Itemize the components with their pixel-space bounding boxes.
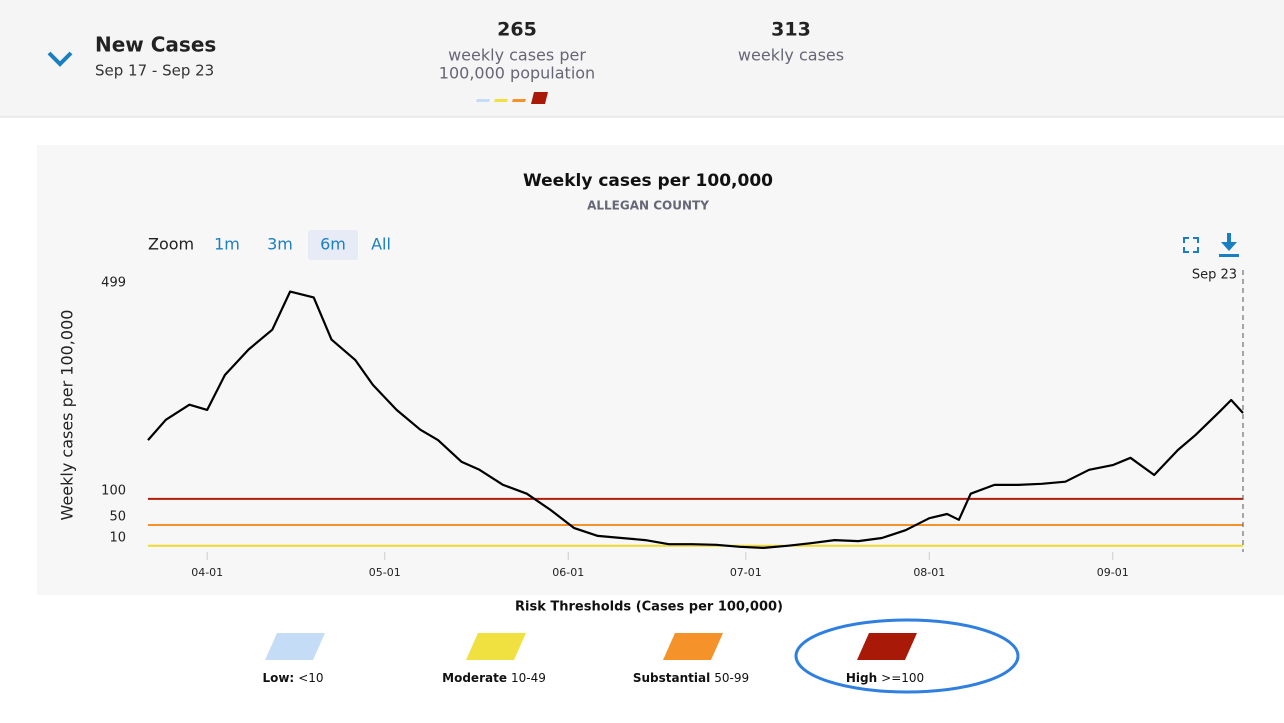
legend-range: >=100	[881, 671, 924, 685]
mini-swatch	[494, 99, 508, 102]
collapse-chevron[interactable]	[47, 51, 73, 67]
stat-value: 313	[771, 19, 811, 41]
y-axis-label: Weekly cases per 100,000	[58, 310, 77, 521]
legend-name: High	[846, 671, 877, 685]
y-tick-label: 499	[101, 276, 126, 291]
zoom-button[interactable]: 3m	[267, 235, 293, 254]
fullscreen-icon[interactable]	[1183, 237, 1199, 253]
x-tick-label: 06-01	[552, 566, 584, 579]
y-tick-label: 100	[101, 483, 126, 498]
header-band	[0, 0, 1284, 117]
x-tick-label: 05-01	[369, 566, 401, 579]
legend-label: Low: <10	[262, 671, 323, 685]
legend-name: Moderate	[442, 671, 507, 685]
zoom-button[interactable]: All	[371, 235, 391, 254]
crosshair-label: Sep 23	[1192, 268, 1237, 283]
chart-panel	[37, 145, 1284, 595]
mini-swatch	[512, 99, 526, 102]
section-title: New Cases	[95, 33, 216, 57]
y-tick-label: 10	[109, 530, 126, 545]
stat-label: 100,000 population	[439, 64, 595, 83]
x-tick-label: 04-01	[191, 566, 223, 579]
legend-title: Risk Thresholds (Cases per 100,000)	[515, 600, 783, 615]
stat-value: 265	[497, 19, 537, 41]
legend-swatch	[466, 633, 526, 660]
y-tick-label: 50	[109, 509, 126, 524]
legend-label: Moderate 10-49	[442, 671, 546, 685]
legend-name: Low:	[262, 671, 294, 685]
legend-swatch	[857, 633, 917, 660]
data-line	[147, 290, 1244, 549]
legend-range: <10	[298, 671, 323, 685]
legend-label: Substantial 50-99	[633, 671, 749, 685]
legend-swatch	[663, 633, 723, 660]
zoom-button-bg	[308, 230, 358, 260]
zoom-button[interactable]: 1m	[214, 235, 240, 254]
zoom-button[interactable]: 6m	[320, 235, 346, 254]
download-icon[interactable]	[1219, 233, 1239, 257]
x-tick-label: 08-01	[913, 566, 945, 579]
zoom-label: Zoom	[148, 235, 194, 254]
date-range: Sep 17 - Sep 23	[95, 62, 214, 80]
chart-subtitle: ALLEGAN COUNTY	[587, 199, 709, 213]
mini-legend	[476, 92, 548, 104]
highlight-circle	[794, 618, 1020, 694]
legend-name: Substantial	[633, 671, 710, 685]
chart-title: Weekly cases per 100,000	[523, 171, 773, 191]
legend-swatch	[265, 633, 325, 660]
x-tick-label: 09-01	[1097, 566, 1129, 579]
x-tick-label: 07-01	[730, 566, 762, 579]
legend-range: 10-49	[511, 671, 546, 685]
legend-range: 50-99	[714, 671, 749, 685]
stat-label: weekly cases per	[448, 46, 586, 65]
mini-swatch	[531, 92, 548, 104]
legend-label: High >=100	[846, 671, 924, 685]
stat-label: weekly cases	[738, 46, 844, 65]
mini-swatch	[476, 99, 490, 102]
